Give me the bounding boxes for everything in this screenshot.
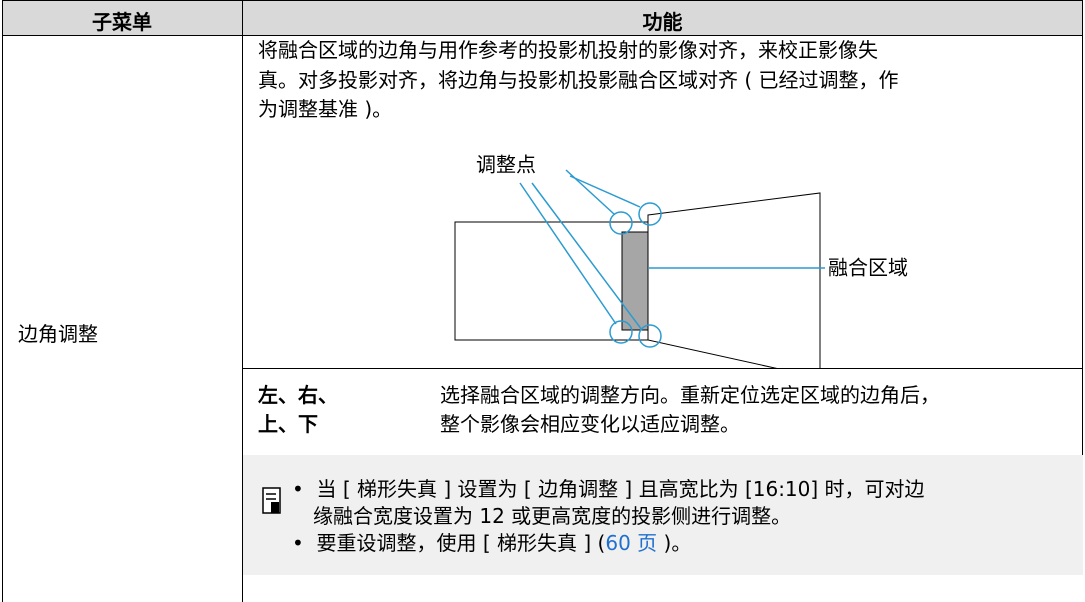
text: 要重设调整，使用 [ 梯形失真 ] ( xyxy=(316,531,606,555)
border xyxy=(1082,0,1083,455)
bullet: • 要重设调整，使用 [ 梯形失真 ] (60 页 )。 xyxy=(292,531,692,555)
note-bullets: • 当 [ 梯形失真 ] 设置为 [ 边角调整 ] 且高宽比为 [16:10] … xyxy=(292,476,925,557)
header-bg xyxy=(2,0,1083,35)
text-line: 整个影像会相应变化以适应调整。 xyxy=(440,412,740,436)
border xyxy=(2,0,1083,1)
text-line: 左、右、 xyxy=(258,383,338,407)
option-description: 选择融合区域的调整方向。重新定位选定区域的边角后， 整个影像会相应变化以适应调整… xyxy=(440,381,940,439)
border xyxy=(2,0,3,602)
header-cell: 子菜单 xyxy=(92,10,152,34)
diagram-label: 调整点 xyxy=(476,153,536,177)
text-line: 真。对多投影对齐，将边角与投影机投影融合区域对齐 ( 已经过调整，作 xyxy=(258,67,899,92)
left-image xyxy=(454,221,649,341)
callouts xyxy=(519,169,825,348)
note-icon xyxy=(262,487,281,514)
submenu: 边角调整 xyxy=(18,322,98,346)
text-line: 当 [ 梯形失真 ] 设置为 [ 边角调整 ] 且高宽比为 [16:10] 时，… xyxy=(316,477,925,501)
header-cell: 功能 xyxy=(642,10,683,34)
right-image xyxy=(647,192,821,368)
border xyxy=(2,35,1083,36)
diagram-label: 融合区域 xyxy=(828,256,908,280)
text-line: 为调整基准 )。 xyxy=(258,97,393,121)
page-link[interactable]: 60 页 xyxy=(605,531,658,555)
text: )。 xyxy=(657,531,692,555)
diagram: 调整点 融合区域 xyxy=(454,153,908,368)
option-keys: 左、右、 上、下 xyxy=(258,381,338,439)
text-line: 缘融合宽度设置为 12 或更高宽度的投影侧进行调整。 xyxy=(313,504,792,528)
text-line: 选择融合区域的调整方向。重新定位选定区域的边角后， xyxy=(440,383,940,407)
text-line: 将融合区域的边角与用作参考的投影机投射的影像对齐，来校正影像失 xyxy=(258,38,878,62)
note-box xyxy=(243,455,1083,575)
description: 将融合区域的边角与用作参考的投影机投射的影像对齐，来校正影像失 真。对多投影对齐… xyxy=(258,36,899,125)
border xyxy=(242,0,243,602)
bullet: • 当 [ 梯形失真 ] 设置为 [ 边角调整 ] 且高宽比为 [16:10] … xyxy=(292,477,925,501)
blend-area xyxy=(621,231,649,331)
border xyxy=(242,368,1083,369)
text-line: 上、下 xyxy=(258,412,318,436)
